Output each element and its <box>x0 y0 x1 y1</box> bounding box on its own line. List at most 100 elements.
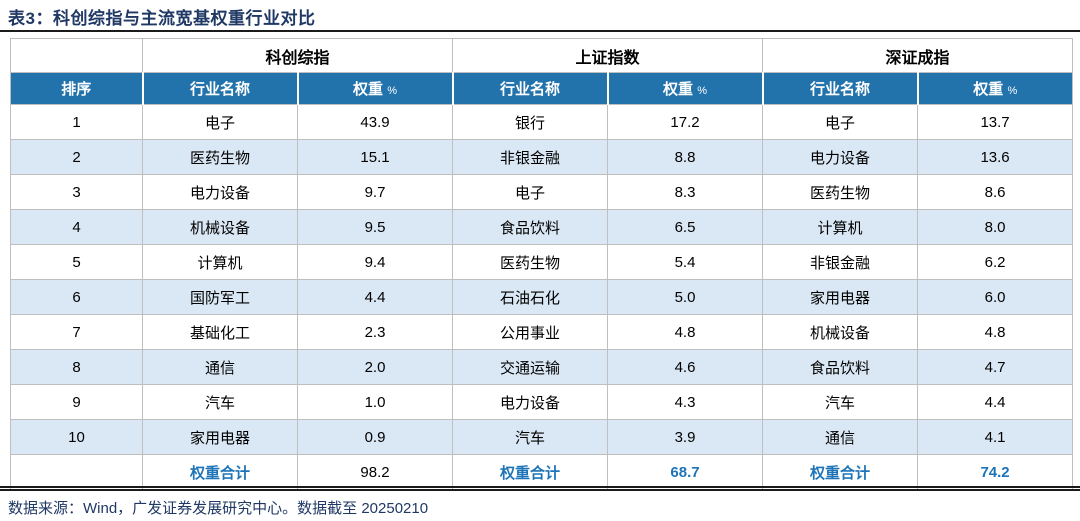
weight-cell: 5.4 <box>607 244 764 280</box>
industry-cell: 电子 <box>762 104 919 140</box>
industry-cell: 基础化工 <box>142 314 298 350</box>
source-note: 数据来源：Wind，广发证券发展研究中心。数据截至 20250210 <box>8 500 429 517</box>
weight-cell: 4.4 <box>917 384 1074 420</box>
rank-cell: 9 <box>10 384 143 420</box>
industry-cell: 电力设备 <box>142 174 298 210</box>
weight-column-header: 权重 % <box>916 72 1074 105</box>
total-row: 权重合计 98.2 权重合计 68.7 权重合计 74.2 <box>10 454 1074 490</box>
weight-cell: 8.6 <box>917 174 1074 210</box>
rank-cell: 1 <box>10 104 143 140</box>
industry-cell: 家用电器 <box>142 419 298 455</box>
total-value: 74.2 <box>917 454 1074 490</box>
weight-cell: 0.9 <box>296 419 454 455</box>
industry-column-header: 行业名称 <box>451 72 609 105</box>
rank-cell: 5 <box>10 244 143 280</box>
weight-cell: 4.7 <box>917 349 1074 385</box>
weight-cell: 4.4 <box>296 279 454 315</box>
weight-cell: 4.1 <box>917 419 1074 455</box>
weight-cell: 8.3 <box>607 174 764 210</box>
index-group-header-row: 科创综指 上证指数 深证成指 <box>10 38 1074 73</box>
table-row: 2 医药生物 15.1 非银金融 8.8 电力设备 13.6 <box>10 139 1074 175</box>
industry-cell: 电力设备 <box>452 384 609 420</box>
industry-cell: 国防军工 <box>142 279 298 315</box>
weight-column-header: 权重 % <box>606 72 764 105</box>
industry-cell: 机械设备 <box>142 209 298 245</box>
rank-cell: 10 <box>10 419 143 455</box>
weight-cell: 17.2 <box>607 104 764 140</box>
industry-cell: 交通运输 <box>452 349 609 385</box>
industry-cell: 电子 <box>452 174 609 210</box>
industry-header-label: 行业名称 <box>189 81 250 98</box>
total-label: 权重合计 <box>452 454 609 490</box>
weight-header-label: 权重 <box>353 81 384 98</box>
weight-cell: 5.0 <box>607 279 764 315</box>
weight-cell: 2.0 <box>296 349 454 385</box>
weight-unit-label: % <box>697 85 707 97</box>
weight-header-label: 权重 <box>663 81 694 98</box>
weight-cell: 3.9 <box>607 419 764 455</box>
total-value: 98.2 <box>296 454 454 490</box>
industry-cell: 非银金融 <box>762 244 919 280</box>
weight-cell: 4.8 <box>607 314 764 350</box>
industry-cell: 医药生物 <box>142 139 298 175</box>
industry-cell: 医药生物 <box>452 244 609 280</box>
industry-cell: 汽车 <box>762 384 919 420</box>
weight-cell: 9.7 <box>296 174 454 210</box>
weight-cell: 8.0 <box>917 209 1074 245</box>
industry-cell: 电力设备 <box>762 139 919 175</box>
weight-header-label: 权重 <box>973 81 1004 98</box>
column-header-row: 排序 行业名称 权重 % 行业名称 权重 % 行业名称 权重 % <box>10 72 1074 105</box>
weight-cell: 13.7 <box>917 104 1074 140</box>
rank-cell: 2 <box>10 139 143 175</box>
industry-cell: 医药生物 <box>762 174 919 210</box>
group-header-szse-component: 深证成指 <box>762 38 1074 73</box>
weight-cell: 6.5 <box>607 209 764 245</box>
industry-cell: 机械设备 <box>762 314 919 350</box>
total-label: 权重合计 <box>142 454 298 490</box>
bottom-rule <box>0 486 1080 491</box>
weight-unit-label: % <box>1007 85 1018 97</box>
industry-cell: 通信 <box>142 349 298 385</box>
corner-cell <box>10 38 143 73</box>
industry-cell: 计算机 <box>142 244 298 280</box>
industry-cell: 通信 <box>762 419 919 455</box>
table-row: 10 家用电器 0.9 汽车 3.9 通信 4.1 <box>10 419 1074 455</box>
industry-cell: 银行 <box>452 104 609 140</box>
weight-cell: 6.2 <box>917 244 1074 280</box>
total-value: 68.7 <box>607 454 764 490</box>
table-row: 8 通信 2.0 交通运输 4.6 食品饮料 4.7 <box>10 349 1074 385</box>
rank-cell: 4 <box>10 209 143 245</box>
weight-cell: 9.4 <box>296 244 454 280</box>
weight-cell: 9.5 <box>296 209 454 245</box>
table-row: 6 国防军工 4.4 石油石化 5.0 家用电器 6.0 <box>10 279 1074 315</box>
industry-weights-table: 科创综指 上证指数 深证成指 排序 行业名称 权重 % 行业名称 权重 % 行业… <box>10 38 1074 490</box>
group-header-star-composite: 科创综指 <box>141 38 454 73</box>
weight-cell: 43.9 <box>296 104 454 140</box>
weight-cell: 4.8 <box>917 314 1074 350</box>
industry-cell: 汽车 <box>142 384 298 420</box>
table-row: 4 机械设备 9.5 食品饮料 6.5 计算机 8.0 <box>10 209 1074 245</box>
table-row: 7 基础化工 2.3 公用事业 4.8 机械设备 4.8 <box>10 314 1074 350</box>
table-row: 3 电力设备 9.7 电子 8.3 医药生物 8.6 <box>10 174 1074 210</box>
weight-cell: 13.6 <box>917 139 1074 175</box>
weight-cell: 15.1 <box>296 139 454 175</box>
rank-cell: 3 <box>10 174 143 210</box>
weight-column-header: 权重 % <box>296 72 454 105</box>
rank-column-header: 排序 <box>10 72 144 105</box>
table-row: 9 汽车 1.0 电力设备 4.3 汽车 4.4 <box>10 384 1074 420</box>
industry-cell: 食品饮料 <box>762 349 919 385</box>
weight-cell: 2.3 <box>296 314 454 350</box>
weight-cell: 6.0 <box>917 279 1074 315</box>
industry-header-label: 行业名称 <box>500 81 561 98</box>
rank-cell: 7 <box>10 314 143 350</box>
rank-cell: 6 <box>10 279 143 315</box>
group-header-sse-composite: 上证指数 <box>452 38 764 73</box>
rank-cell: 8 <box>10 349 143 385</box>
industry-cell: 计算机 <box>762 209 919 245</box>
industry-cell: 公用事业 <box>452 314 609 350</box>
industry-cell: 家用电器 <box>762 279 919 315</box>
industry-cell: 石油石化 <box>452 279 609 315</box>
table-title: 表3：科创综指与主流宽基权重行业对比 <box>8 9 316 28</box>
industry-column-header: 行业名称 <box>761 72 919 105</box>
weight-cell: 4.6 <box>607 349 764 385</box>
